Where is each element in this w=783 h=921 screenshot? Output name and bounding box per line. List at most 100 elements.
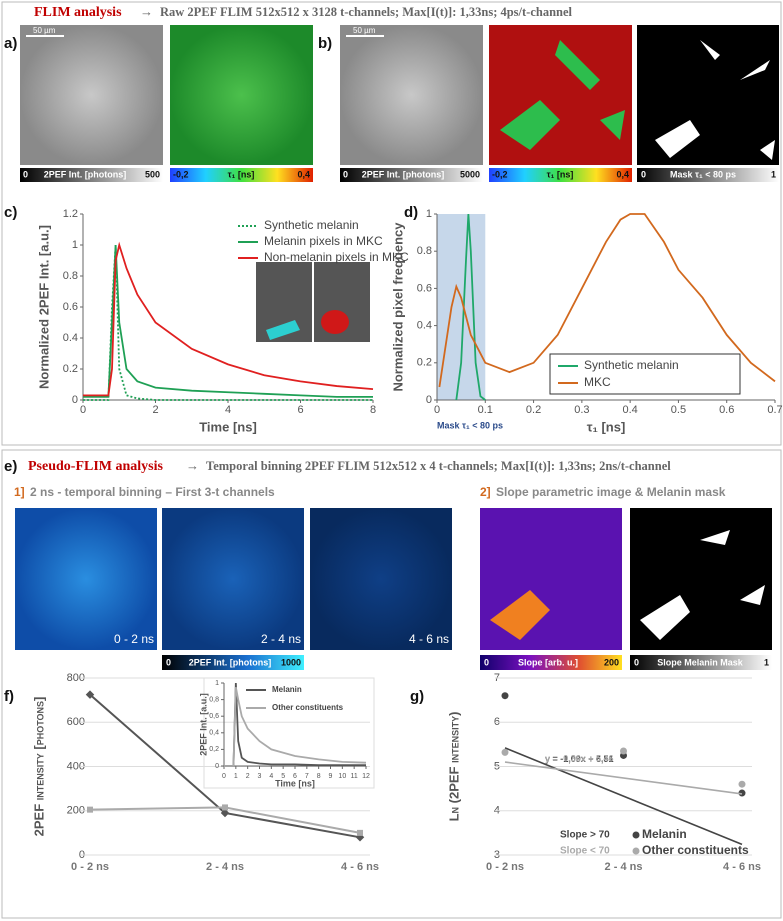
point [501,692,509,700]
y-tick-label: 0 [426,394,432,406]
title: Pseudo-FLIM analysis [28,459,164,474]
x-tick-label: 0.3 [574,404,589,416]
x-tick-label: 8 [370,404,376,416]
x-tick-label: 2 [246,773,250,780]
bin-label: 4 - 6 ns [409,632,449,646]
colorbar-fill [480,655,622,670]
y-tick-label: 1 [215,680,219,687]
y-tick-label: 0 [72,394,78,406]
x-axis-label: τ₁ [ns] [587,419,626,434]
image-detail [266,320,300,340]
scale-bar-label: 50 µm [33,26,56,35]
y-axis-label: Normalized pixel frequency [390,222,405,392]
x-tick-label: 0 [80,404,86,416]
y-tick-label: 0,8 [209,696,219,703]
x-tick-label: 7 [305,773,309,780]
colorbar-max: 0,4 [297,169,310,179]
trendline [504,747,743,846]
colorbar-max: 1000 [281,657,301,667]
x-tick-label: 3 [258,773,262,780]
legend-label: Other constituents [272,703,344,712]
y-tick-label: 400 [67,760,85,772]
frame [1,449,782,919]
image-detail [500,40,625,150]
title: FLIM analysis [34,5,122,20]
y-tick-label: 800 [67,672,85,684]
x-tick-label: 0 - 2 ns [71,861,109,873]
x-tick-label: 11 [351,773,358,780]
x-tick-label: 2 [152,404,158,416]
legend-note: Slope < 70 [560,846,610,857]
legend-label: Synthetic melanin [264,218,359,232]
colorbar-fill [630,655,772,670]
colorbar-label: 2PEF Int. [photons] [189,657,272,667]
colorbar-fill [170,168,313,182]
legend-key [632,831,640,839]
colorbar-min: 0 [23,169,28,179]
frame [1,1,782,446]
step-text: 2 ns - temporal binning – First 3-t chan… [30,485,275,499]
y-tick-label: 0 [215,763,219,770]
y-axis-label: 2PEF Int. [a.u.] [198,693,208,756]
colorbar-label: Slope Melanin Mask [657,657,744,667]
image [480,508,622,650]
bin-label: 0 - 2 ns [114,632,154,646]
legend-label: Other constituents [642,843,749,857]
legend-note: Slope > 70 [560,830,610,841]
y-tick-label: 0,2 [209,746,219,753]
inset-frame [203,677,375,789]
y-tick-label: 200 [67,805,85,817]
arrow: → [186,458,199,473]
colorbar-label: 2PEF Int. [photons] [362,169,445,179]
series-line [83,241,374,397]
image [310,508,452,650]
colorbar-min: 0 [343,169,348,179]
image [20,25,163,165]
colorbar: 0 2PEF Int. [photons] 1000 0 Slope [arb.… [162,655,772,670]
y-tick-label: 1.2 [63,208,78,220]
legend-key [632,847,640,855]
image [340,25,483,165]
x-tick-label: 5 [281,773,285,780]
y-tick-label: 0.8 [417,245,432,257]
x-axis-label: Time [ns] [199,419,257,434]
point [87,806,93,813]
x-tick-label: 1 [234,773,238,780]
y-tick-label: 0.2 [417,357,432,369]
bin-label: 2 - 4 ns [261,632,301,646]
legend-frame [549,353,741,395]
panel-label: b) [318,35,332,52]
panel-label: e) [4,458,17,475]
x-tick-label: 6 [293,773,297,780]
x-tick-label: 4 [269,773,273,780]
x-tick-label: 0 - 2 ns [486,861,524,873]
point [738,780,746,788]
step-number: 2] [480,485,491,499]
colorbar-label: τ₁ [ns] [547,169,574,179]
x-tick-label: 10 [338,773,346,780]
image-detail [655,40,775,160]
step-number: 1] [14,485,25,499]
legend-label: Melanin pixels in MKC [264,234,383,248]
colorbar-fill [20,168,163,182]
panel-label: a) [4,35,17,52]
colorbar-label: 2PEF Int. [photons] [44,169,127,179]
y-tick-label: 0.4 [417,320,432,332]
colorbar-fill [637,168,779,182]
y-tick-label: 0.4 [63,332,78,344]
x-tick-label: 0.5 [671,404,686,416]
x-tick-label: 0 [434,404,440,416]
x-tick-label: 6 [297,404,303,416]
legend-label: Melanin [642,827,687,841]
colorbar-min: 0 [166,657,171,667]
x-tick-label: 4 [225,404,231,416]
x-tick-label: 0.1 [478,404,493,416]
colorbar-max: 1 [771,169,776,179]
trendline [504,761,743,795]
scale-bar-label: 50 µm [353,26,376,35]
x-tick-label: 0.4 [622,404,637,416]
series-line [438,213,776,388]
x-tick-label: 0.6 [719,404,734,416]
colorbar-min: 0 [634,657,639,667]
